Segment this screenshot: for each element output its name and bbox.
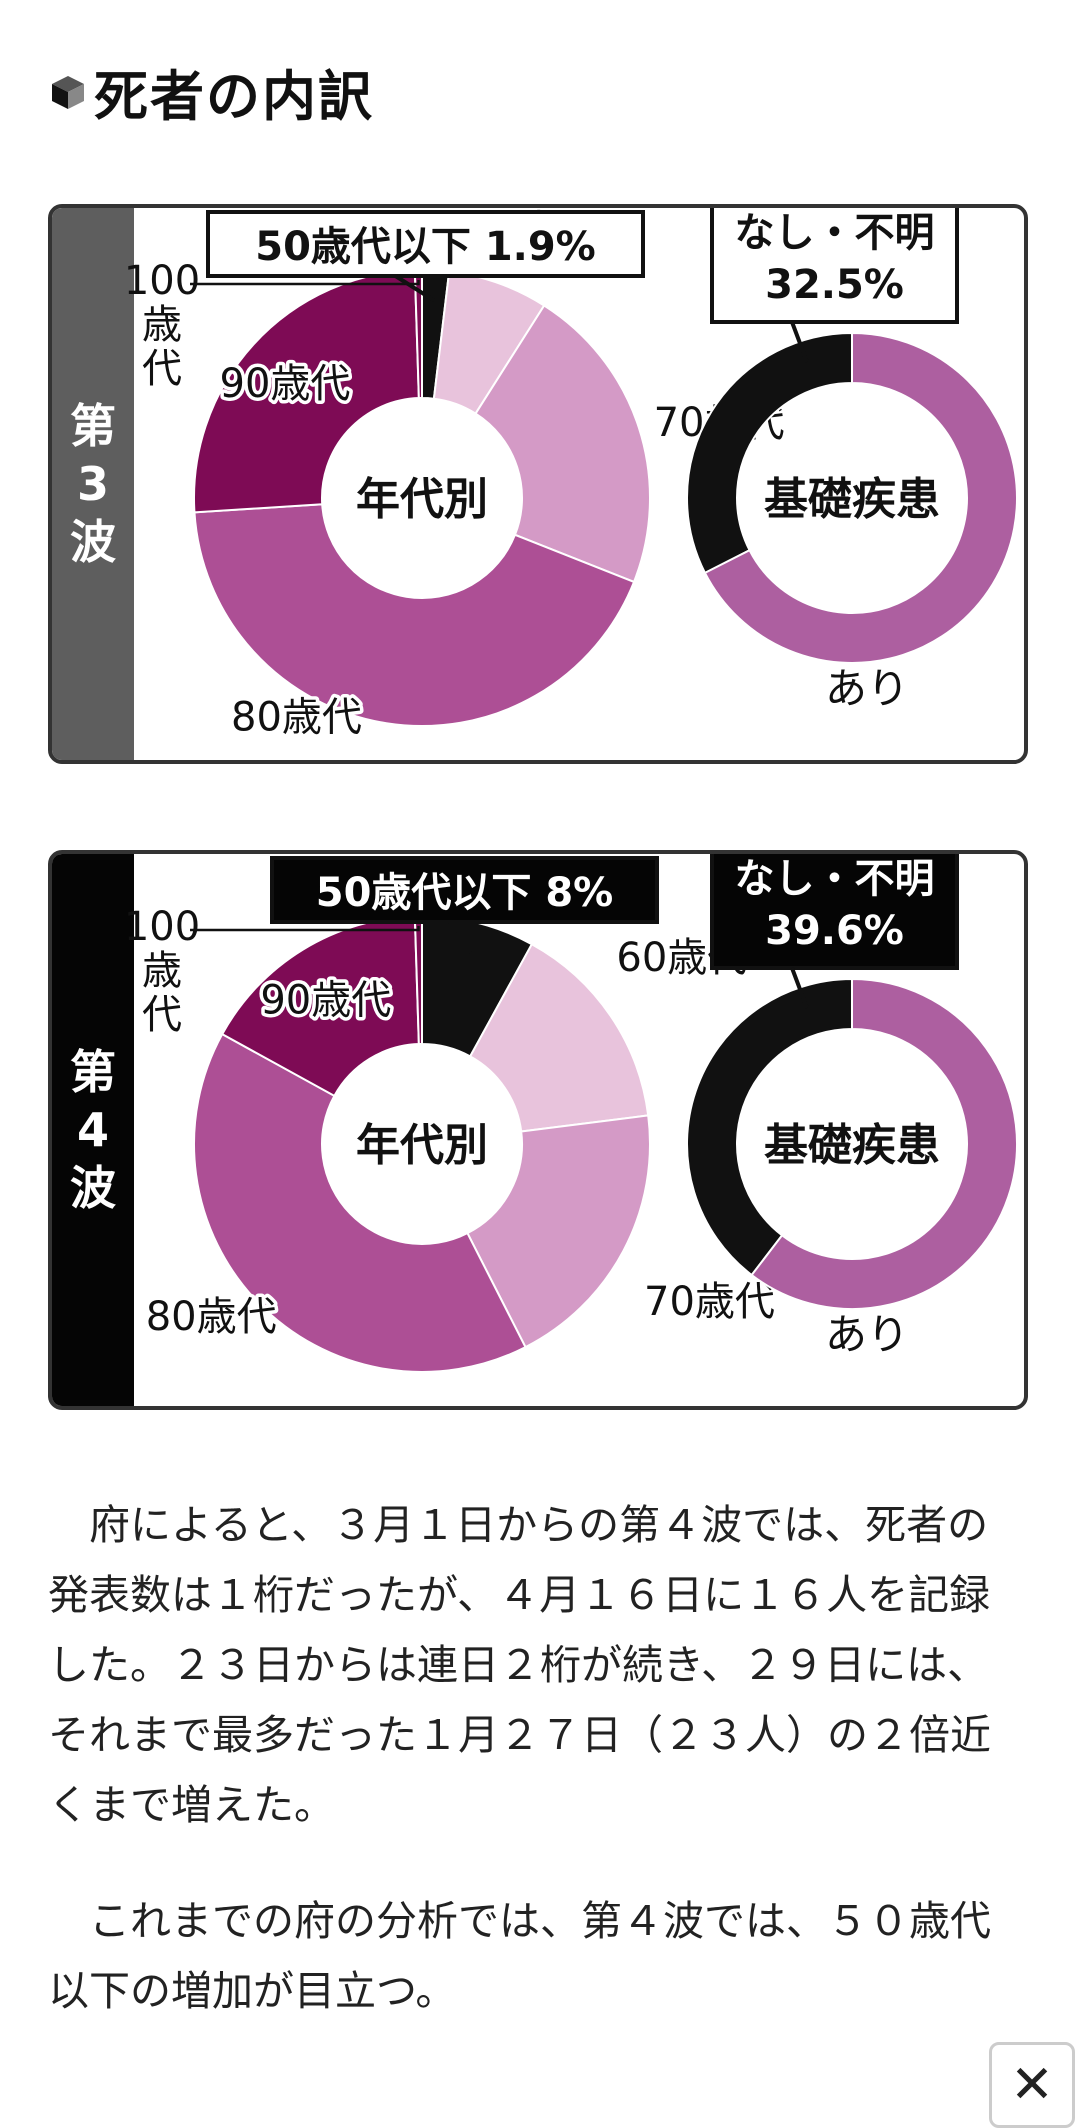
none-callout-leader — [790, 321, 809, 364]
age-label-age70: 70歳代 — [644, 1279, 775, 1325]
none-callout-text: 32.5% — [765, 262, 904, 308]
cond-slice-yes — [703, 331, 1018, 664]
age-center-label: 年代別 — [356, 474, 488, 525]
wave-label-char: 3 — [76, 457, 109, 511]
none-callout-box — [710, 854, 959, 970]
under50-callout-text: 50歳代以下 1.9% — [255, 224, 596, 270]
age-center-label: 年代別 — [356, 1120, 488, 1171]
age-slice-age70 — [474, 304, 651, 584]
none-callout-text: なし・不明 — [735, 210, 935, 256]
none-callout-leader — [790, 967, 809, 1010]
none-callout-box — [710, 208, 959, 324]
age-label-age100: 100 — [124, 258, 200, 304]
none-callout-text: なし・不明 — [735, 856, 935, 902]
age-label-age90: 90歳代 — [220, 361, 351, 407]
under50-callout-box — [206, 210, 645, 278]
wave-label-char: 第 — [70, 1045, 116, 1099]
wave-label-char: 4 — [76, 1103, 109, 1157]
age-slice-age80 — [193, 503, 636, 727]
article-body: 府によると、３月１日からの第４波では、死者の発表数は１桁だったが、４月１６日に１… — [48, 1490, 1028, 2072]
age-slice-age60 — [468, 942, 650, 1133]
wave-label-char: 第 — [70, 399, 116, 453]
age-label-age80: 80歳代 — [231, 695, 362, 741]
age-slice-age70 — [466, 1114, 651, 1349]
article-paragraph: 府によると、３月１日からの第４波では、死者の発表数は１桁だったが、４月１６日に１… — [48, 1501, 991, 1829]
under50-callout-text: 50歳代以下 8% — [316, 870, 614, 916]
cube-icon — [52, 75, 84, 109]
wave-label-char: 波 — [70, 1161, 116, 1215]
wave-label-char: 波 — [70, 515, 116, 569]
age-label-age100: 代 — [142, 346, 182, 392]
age-label-age100: 代 — [142, 992, 182, 1038]
age-label-age90: 90歳代 — [260, 977, 391, 1023]
cond-slice-none — [686, 331, 853, 575]
age-label-age100: 歳 — [142, 302, 182, 348]
under50-callout-box — [270, 856, 659, 924]
cond-center-label: 基礎疾患 — [764, 474, 940, 525]
under50-callout-leader — [394, 274, 435, 303]
age-label-age100: 100 — [124, 904, 200, 950]
cond-center-label: 基礎疾患 — [764, 1120, 940, 1171]
close-icon: ✕ — [1010, 2055, 1054, 2115]
article-paragraph: これまでの府の分析では、第４波では、５０歳代以下の増加が目立つ。 — [48, 1897, 991, 2015]
close-button[interactable]: ✕ — [989, 2042, 1075, 2128]
age100-leader-line — [190, 280, 420, 286]
age-label-age80: 80歳代 — [146, 1294, 277, 1340]
cond-slice-none — [686, 977, 853, 1277]
cond-label-yes: あり — [825, 664, 909, 713]
none-callout-text: 39.6% — [765, 908, 904, 954]
age100-leader-line — [190, 926, 420, 932]
page-title: 死者の内訳 — [48, 52, 374, 131]
cond-label-yes: あり — [825, 1310, 909, 1359]
page-title-text: 死者の内訳 — [94, 65, 374, 128]
under50-callout-leader — [443, 920, 473, 954]
age-label-age100: 歳 — [142, 948, 182, 994]
age-slice-age80 — [193, 1032, 527, 1373]
cond-slice-yes — [750, 977, 1018, 1310]
